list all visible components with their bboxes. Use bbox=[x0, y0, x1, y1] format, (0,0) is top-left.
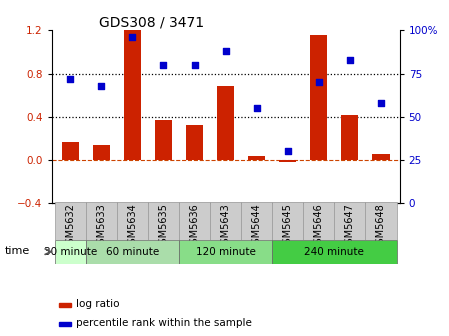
Bar bbox=[310, 35, 327, 160]
Point bbox=[377, 100, 384, 106]
Text: 240 minute: 240 minute bbox=[304, 247, 364, 257]
Bar bbox=[179, 202, 210, 240]
Bar bbox=[58, 303, 71, 307]
Text: 30 minute: 30 minute bbox=[44, 247, 97, 257]
Point bbox=[129, 35, 136, 40]
Text: GSM5648: GSM5648 bbox=[376, 204, 386, 250]
Text: GSM5633: GSM5633 bbox=[97, 204, 106, 250]
Bar bbox=[372, 154, 390, 160]
Bar bbox=[272, 240, 396, 264]
Bar bbox=[365, 202, 396, 240]
Bar bbox=[341, 115, 358, 160]
Point bbox=[284, 149, 291, 154]
Bar bbox=[210, 202, 241, 240]
Text: 60 minute: 60 minute bbox=[106, 247, 159, 257]
Text: GSM5646: GSM5646 bbox=[314, 204, 324, 250]
Bar bbox=[55, 202, 86, 240]
Bar bbox=[155, 120, 172, 160]
Point bbox=[67, 76, 74, 81]
Point bbox=[315, 80, 322, 85]
Bar bbox=[117, 202, 148, 240]
Text: GSM5647: GSM5647 bbox=[345, 204, 355, 250]
Bar bbox=[58, 322, 71, 326]
Point bbox=[98, 83, 105, 88]
Bar bbox=[241, 202, 272, 240]
Point bbox=[253, 106, 260, 111]
Text: GSM5643: GSM5643 bbox=[220, 204, 231, 250]
Bar bbox=[55, 240, 86, 264]
Point bbox=[346, 57, 353, 62]
Point bbox=[222, 48, 229, 54]
Text: GSM5635: GSM5635 bbox=[158, 204, 168, 250]
Bar bbox=[335, 202, 365, 240]
Bar bbox=[279, 160, 296, 162]
Bar bbox=[303, 202, 335, 240]
Bar bbox=[86, 202, 117, 240]
Text: GSM5645: GSM5645 bbox=[283, 204, 293, 250]
Bar bbox=[148, 202, 179, 240]
Bar bbox=[93, 145, 110, 160]
Text: GDS308 / 3471: GDS308 / 3471 bbox=[99, 15, 204, 29]
Bar bbox=[248, 156, 265, 160]
Bar bbox=[124, 30, 141, 160]
Text: GSM5632: GSM5632 bbox=[65, 204, 75, 250]
Bar bbox=[179, 240, 272, 264]
Point bbox=[160, 62, 167, 68]
Bar bbox=[62, 142, 79, 160]
Bar bbox=[272, 202, 303, 240]
Bar bbox=[217, 86, 234, 160]
Text: percentile rank within the sample: percentile rank within the sample bbox=[76, 318, 252, 328]
Bar bbox=[86, 240, 179, 264]
Text: 120 minute: 120 minute bbox=[196, 247, 255, 257]
Bar bbox=[186, 125, 203, 160]
Text: GSM5634: GSM5634 bbox=[128, 204, 137, 250]
Text: time: time bbox=[4, 246, 30, 256]
Text: GSM5636: GSM5636 bbox=[189, 204, 199, 250]
Text: GSM5644: GSM5644 bbox=[252, 204, 262, 250]
Point bbox=[191, 62, 198, 68]
Text: log ratio: log ratio bbox=[76, 299, 119, 309]
